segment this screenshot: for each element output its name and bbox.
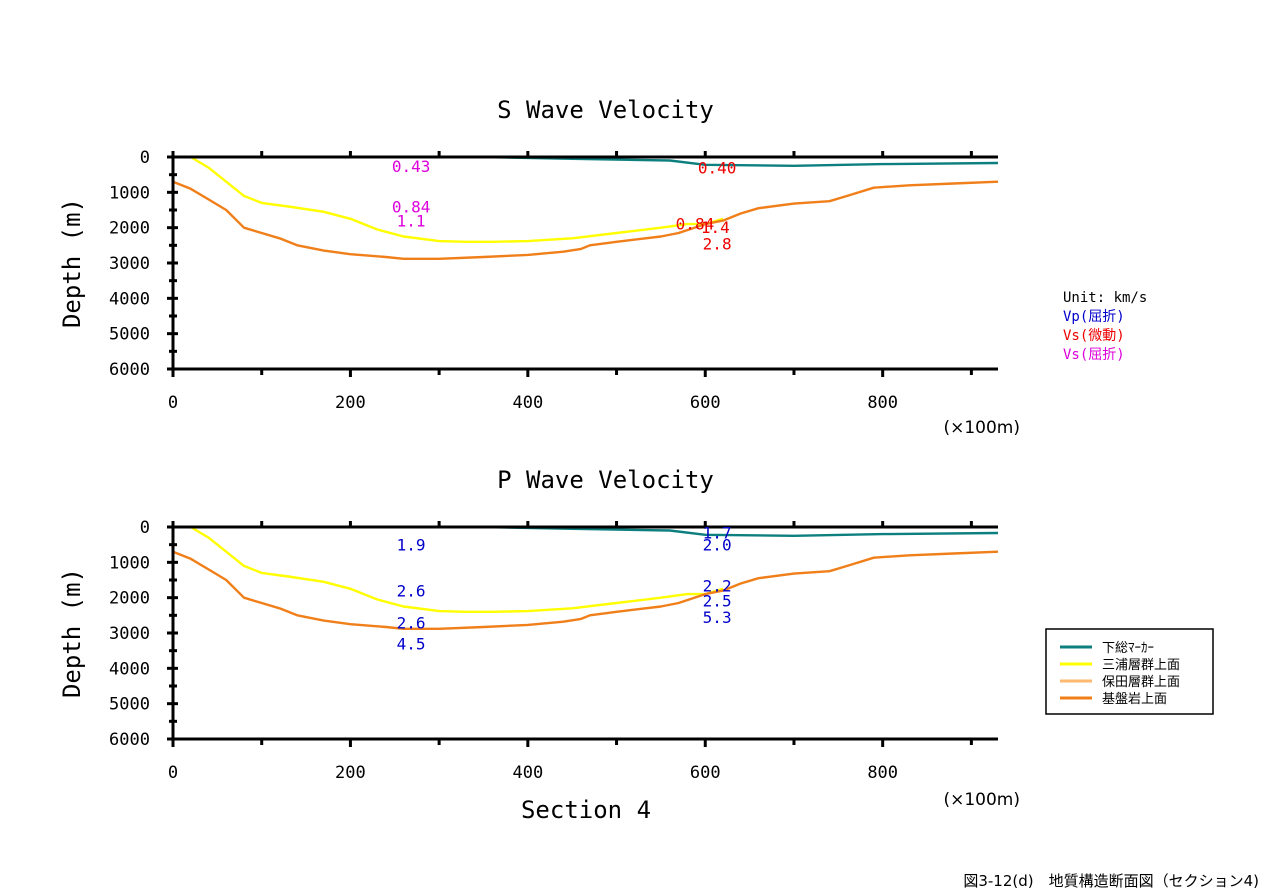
x-tick-label: 600: [690, 393, 721, 413]
x-tick-label: 800: [867, 763, 898, 783]
x-tick-label: 0: [168, 393, 178, 413]
velocity-label-vs-microtremor: 1.4: [701, 218, 730, 237]
y-tick-label: 6000: [109, 730, 150, 750]
series-line-shimousa: [483, 525, 999, 537]
velocity-label-vs-refraction: 0.84: [392, 197, 431, 216]
velocity-label-vp: 2.5: [703, 591, 732, 610]
y-axis-label: Depth (m): [58, 568, 86, 698]
y-tick-label: 3000: [109, 254, 150, 274]
series-line-miura: [173, 155, 724, 244]
y-tick-label: 0: [140, 518, 150, 538]
horizon-legend-label: 下総ﾏｰｶｰ: [1102, 641, 1154, 656]
velocity-label-vp: 2.0: [703, 536, 732, 555]
x-axis-label: Section 4: [521, 796, 651, 824]
velocity-label-vs-microtremor: 2.8: [703, 235, 732, 254]
unit-legend-vs-refraction: Vs(屈折): [1063, 347, 1125, 363]
x-tick-label: 200: [335, 393, 366, 413]
x-unit-note: (×100m): [943, 418, 1020, 438]
x-tick-label: 400: [512, 393, 543, 413]
velocity-label-vp: 2.6: [397, 613, 426, 632]
x-tick-label: 200: [335, 763, 366, 783]
horizon-legend-frame: [1045, 628, 1214, 715]
y-tick-label: 3000: [109, 624, 150, 644]
y-tick-label: 4000: [109, 659, 150, 679]
unit-legend-vp-refraction: Vp(屈折): [1063, 309, 1125, 325]
velocity-unit-legend: Unit: km/s Vp(屈折) Vs(微動) Vs(屈折): [1063, 289, 1147, 365]
chart-title: P Wave Velocity: [497, 466, 714, 494]
velocity-label-vp: 5.3: [703, 608, 732, 627]
x-tick-label: 800: [867, 393, 898, 413]
series-line-shimousa: [483, 155, 999, 168]
velocity-label-vp: 1.7: [703, 523, 732, 542]
unit-legend-title: Unit: km/s: [1063, 290, 1148, 306]
velocity-label-vp: 4.5: [397, 635, 426, 654]
chart-panel-2: P Wave Velocity 0 200 400 600 800 0 1000 2000 300…: [58, 466, 1020, 824]
chart-title: S Wave Velocity: [497, 96, 714, 124]
velocity-label-vp: 2.2: [703, 576, 732, 595]
horizon-legend-label: 三浦層群上面: [1102, 658, 1180, 673]
figure-caption: 図3-12(d) 地質構造断面図（セクション4): [963, 872, 1259, 890]
y-tick-label: 1000: [109, 183, 150, 203]
y-tick-label: 5000: [109, 695, 150, 715]
y-tick-label: 4000: [109, 289, 150, 309]
x-tick-label: 600: [690, 763, 721, 783]
chart-panel-1: S Wave Velocity 0 200 400 600 800 0 1000 2000 300…: [58, 96, 1020, 438]
unit-legend-vs-microtremor: Vs(微動): [1063, 328, 1125, 344]
x-unit-note: (×100m): [943, 790, 1020, 810]
y-tick-label: 6000: [109, 360, 150, 380]
velocity-label-vp: 2.6: [397, 582, 426, 601]
velocity-label-vs-refraction: 1.1: [397, 212, 426, 231]
series-line-basement: [172, 550, 999, 630]
y-tick-label: 5000: [109, 325, 150, 345]
x-tick-label: 0: [168, 763, 178, 783]
velocity-label-vs-microtremor: 0.40: [698, 159, 737, 178]
series-line-miura: [173, 525, 724, 613]
velocity-label-vp: 1.9: [397, 536, 426, 555]
y-tick-label: 2000: [109, 589, 150, 609]
y-tick-label: 0: [140, 148, 150, 168]
horizon-legend-label: 基盤岩上面: [1102, 692, 1167, 707]
x-tick-label: 400: [512, 763, 543, 783]
velocity-label-vs-microtremor: 0.84: [676, 214, 715, 233]
y-axis-label: Depth (m): [58, 198, 86, 328]
series-line-basement: [172, 180, 999, 260]
y-tick-label: 2000: [109, 219, 150, 239]
y-tick-label: 1000: [109, 553, 150, 573]
velocity-label-vs-refraction: 0.43: [392, 157, 431, 176]
horizon-legend-label: 保田層群上面: [1102, 675, 1180, 690]
